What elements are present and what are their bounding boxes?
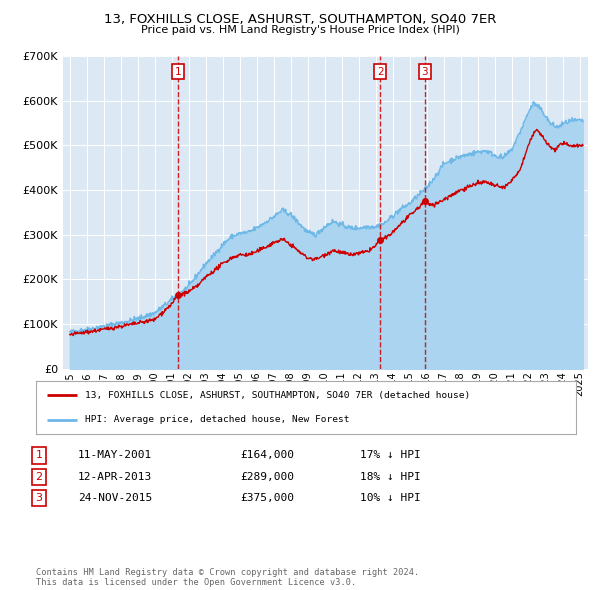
Text: 2: 2 [35, 472, 43, 481]
Text: 24-NOV-2015: 24-NOV-2015 [78, 493, 152, 503]
Text: 3: 3 [422, 67, 428, 77]
Text: 1: 1 [35, 451, 43, 460]
Text: 17% ↓ HPI: 17% ↓ HPI [360, 451, 421, 460]
Text: HPI: Average price, detached house, New Forest: HPI: Average price, detached house, New … [85, 415, 349, 424]
Text: £375,000: £375,000 [240, 493, 294, 503]
Text: 10% ↓ HPI: 10% ↓ HPI [360, 493, 421, 503]
Text: 13, FOXHILLS CLOSE, ASHURST, SOUTHAMPTON, SO40 7ER: 13, FOXHILLS CLOSE, ASHURST, SOUTHAMPTON… [104, 13, 496, 26]
Text: 12-APR-2013: 12-APR-2013 [78, 472, 152, 481]
Text: 18% ↓ HPI: 18% ↓ HPI [360, 472, 421, 481]
Text: 1: 1 [175, 67, 181, 77]
Text: £164,000: £164,000 [240, 451, 294, 460]
Text: 3: 3 [35, 493, 43, 503]
Text: 2: 2 [377, 67, 383, 77]
Text: 11-MAY-2001: 11-MAY-2001 [78, 451, 152, 460]
Text: Contains HM Land Registry data © Crown copyright and database right 2024.
This d: Contains HM Land Registry data © Crown c… [36, 568, 419, 587]
Text: Price paid vs. HM Land Registry's House Price Index (HPI): Price paid vs. HM Land Registry's House … [140, 25, 460, 35]
Text: £289,000: £289,000 [240, 472, 294, 481]
Text: 13, FOXHILLS CLOSE, ASHURST, SOUTHAMPTON, SO40 7ER (detached house): 13, FOXHILLS CLOSE, ASHURST, SOUTHAMPTON… [85, 391, 470, 400]
